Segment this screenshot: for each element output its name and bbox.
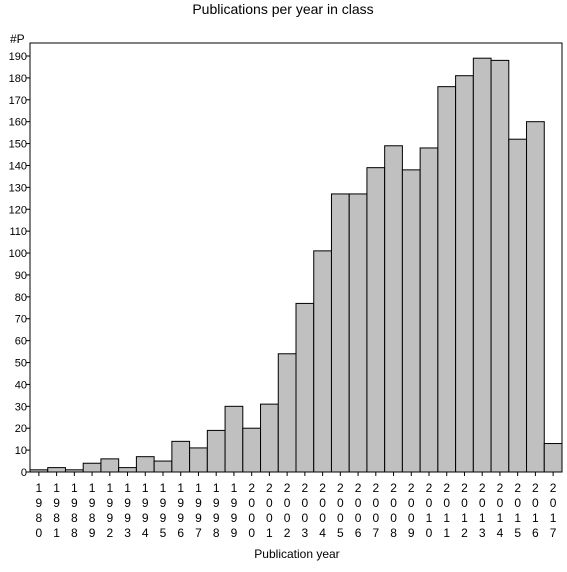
bar bbox=[348, 193, 368, 473]
y-tick-label: 180 bbox=[9, 73, 27, 85]
bar bbox=[472, 57, 492, 473]
bar bbox=[384, 145, 403, 473]
y-tick-label: 90 bbox=[15, 270, 27, 282]
bar bbox=[135, 456, 155, 473]
y-tick-label: 50 bbox=[15, 358, 27, 370]
bar bbox=[401, 169, 421, 473]
bar bbox=[260, 403, 279, 473]
bar bbox=[543, 443, 563, 473]
bar bbox=[277, 353, 297, 473]
bar bbox=[455, 75, 474, 473]
bar bbox=[490, 59, 510, 473]
bar bbox=[47, 467, 66, 473]
y-tick-label: 10 bbox=[15, 445, 27, 457]
bar bbox=[118, 467, 137, 473]
bar bbox=[171, 440, 191, 473]
y-tick-label: 140 bbox=[9, 160, 27, 172]
y-tick-label: 30 bbox=[15, 401, 27, 413]
bar bbox=[189, 447, 208, 473]
y-tick-label: 70 bbox=[15, 314, 27, 326]
plot-frame bbox=[29, 42, 563, 473]
y-tick-label: 130 bbox=[9, 182, 27, 194]
bar bbox=[508, 138, 528, 473]
x-axis-label: Publication year bbox=[254, 547, 339, 561]
bar bbox=[100, 458, 120, 473]
bar bbox=[330, 193, 350, 473]
chart-title: Publications per year in class bbox=[192, 1, 373, 17]
y-axis-label: #P bbox=[10, 32, 25, 46]
bar bbox=[153, 460, 173, 473]
bar bbox=[419, 147, 439, 473]
y-tick-label: 80 bbox=[15, 292, 27, 304]
y-tick-label: 190 bbox=[9, 51, 27, 63]
y-tick-label: 170 bbox=[9, 95, 27, 107]
y-tick-label: 0 bbox=[21, 467, 27, 479]
y-tick-label: 150 bbox=[9, 139, 27, 151]
bar bbox=[242, 427, 262, 473]
y-tick-label: 20 bbox=[15, 423, 27, 435]
y-tick-label: 110 bbox=[9, 226, 27, 238]
bar bbox=[526, 121, 545, 473]
y-tick-label: 120 bbox=[9, 204, 27, 216]
y-tick-label: 160 bbox=[9, 117, 27, 129]
bar bbox=[366, 167, 386, 473]
bar bbox=[313, 250, 332, 473]
bar bbox=[82, 462, 102, 473]
x-axis: 1 9 8 0 1 9 8 1 1 9 8 8 1 9 8 9 1 9 9 2 1 9 9 3 1 9 9 4 1 9 9 5 1 9 9 6 1 9 9 7… bbox=[36, 472, 557, 540]
bar bbox=[224, 405, 244, 473]
bar bbox=[206, 429, 226, 473]
bars bbox=[29, 57, 563, 473]
y-tick-label: 60 bbox=[15, 336, 27, 348]
y-axis: 0 10 20 30 40 50 60 70 80 90 100 110 120 130 140 150 160… bbox=[9, 51, 30, 479]
y-tick-label: 40 bbox=[15, 379, 27, 391]
bar bbox=[437, 86, 457, 473]
bar bbox=[295, 302, 315, 473]
y-tick-label: 100 bbox=[9, 248, 27, 260]
